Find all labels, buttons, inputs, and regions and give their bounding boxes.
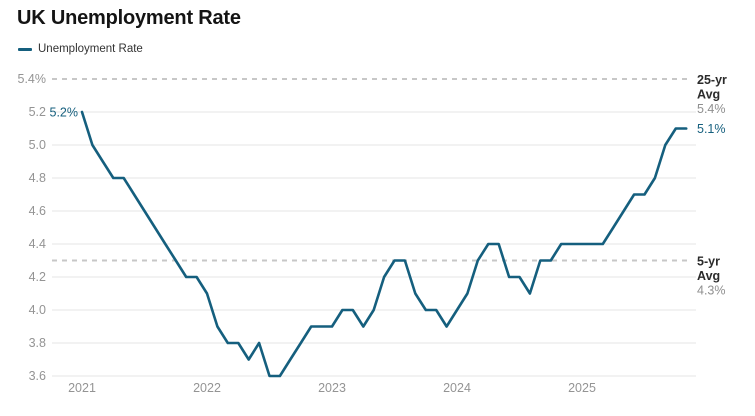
legend-swatch-icon <box>18 47 32 51</box>
y-axis-label: 4.2 <box>29 270 46 284</box>
unemployment-rate-line <box>80 110 688 378</box>
y-axis-label: 5.4% <box>18 72 47 86</box>
x-axis-label: 2024 <box>443 381 471 395</box>
average-line-label: 5-yr <box>697 255 720 269</box>
y-axis-label: 5.2 <box>29 105 46 119</box>
average-line-label: 25-yr <box>697 73 727 87</box>
y-axis-label: 4.0 <box>29 303 46 317</box>
average-line-label: Avg <box>697 269 720 283</box>
end-value-label: 5.1% <box>697 122 726 136</box>
average-line-value: 5.4% <box>697 102 726 116</box>
y-axis-label: 5.0 <box>29 138 46 152</box>
y-axis-label: 4.4 <box>29 237 46 251</box>
y-axis-label: 4.8 <box>29 171 46 185</box>
x-axis-label: 2021 <box>68 381 96 395</box>
average-line-value: 4.3% <box>697 284 726 298</box>
legend: Unemployment Rate <box>18 43 143 55</box>
y-axis-label: 3.8 <box>29 336 46 350</box>
average-line-label: Avg <box>697 88 720 102</box>
y-axis-label: 3.6 <box>29 369 46 383</box>
legend-label: Unemployment Rate <box>38 43 143 55</box>
x-axis-label: 2023 <box>318 381 346 395</box>
x-axis-label: 2022 <box>193 381 221 395</box>
x-axis-label: 2025 <box>568 381 596 395</box>
page-title: UK Unemployment Rate <box>17 7 241 29</box>
start-value-label: 5.2% <box>50 106 79 120</box>
y-axis-label: 4.6 <box>29 204 46 218</box>
